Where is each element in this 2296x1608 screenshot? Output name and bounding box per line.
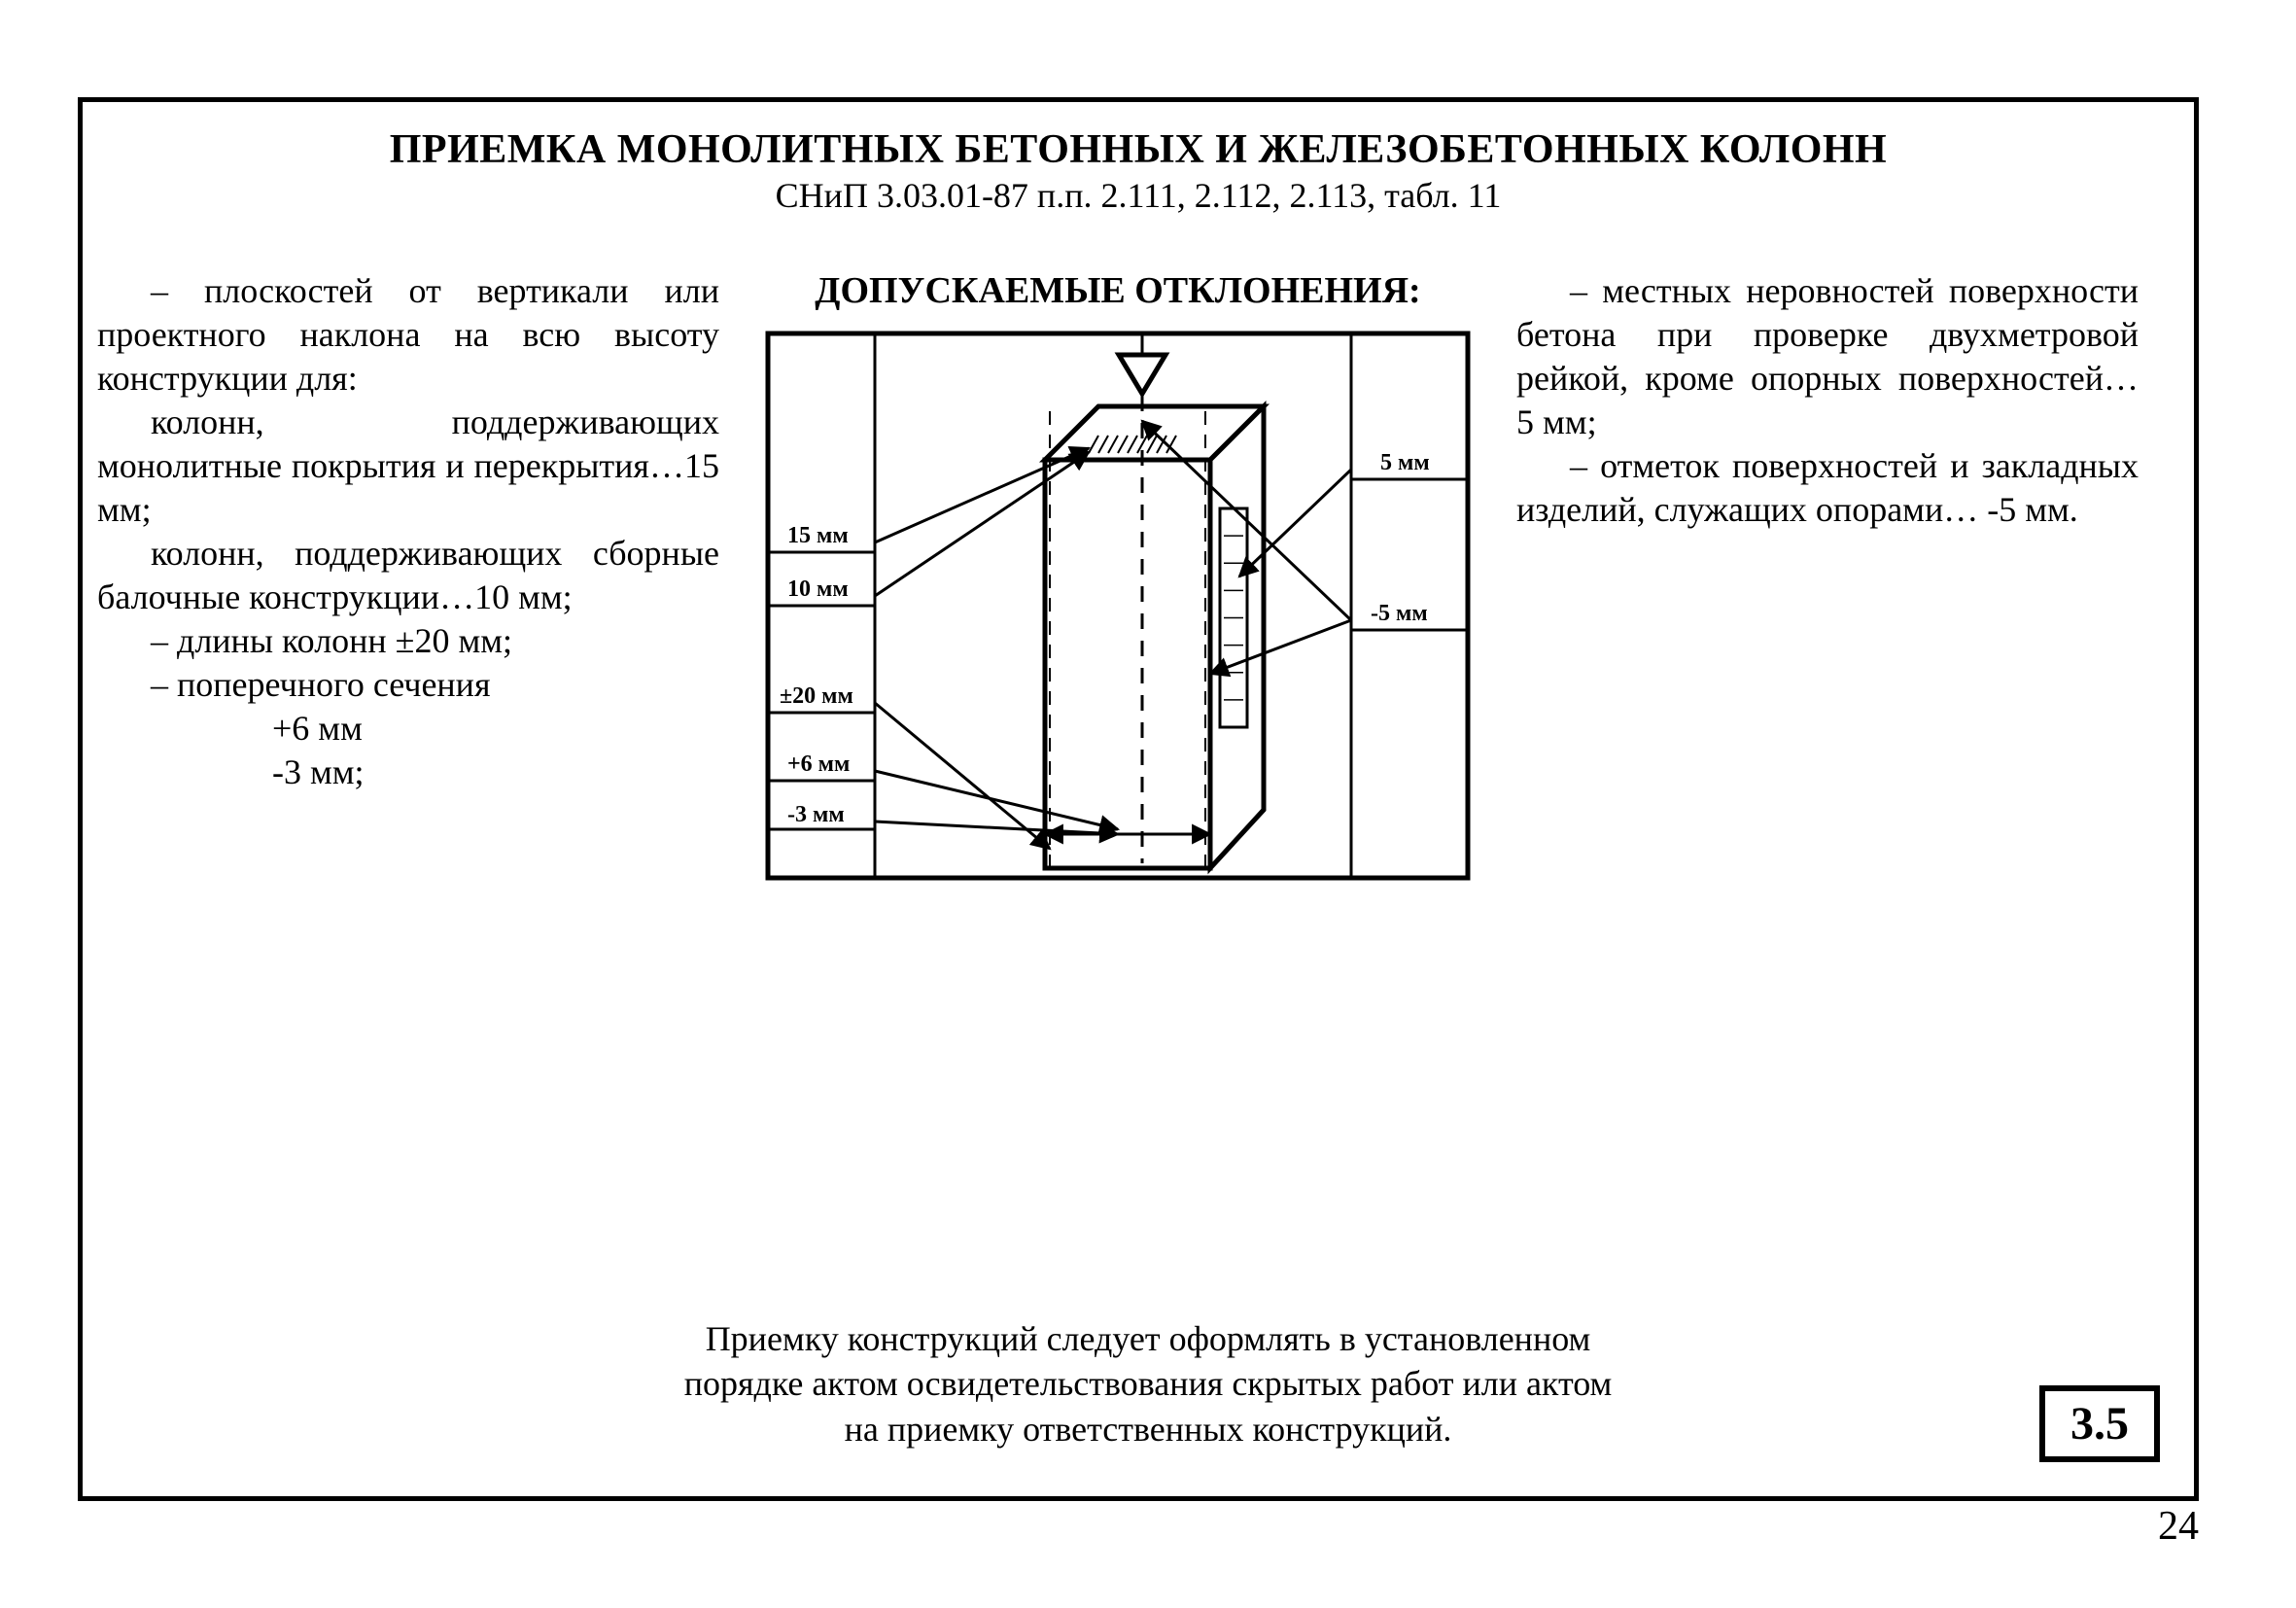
svg-text:±20 мм: ±20 мм — [780, 683, 853, 709]
right-p1: – местных неровностей поверхности бетона… — [1516, 269, 2139, 444]
page-subtitle: СНиП 3.03.01-87 п.п. 2.111, 2.112, 2.113… — [97, 175, 2179, 216]
footer-note: Приемку конструкций следует оформлять в … — [0, 1316, 2296, 1452]
left-p3: колонн, поддерживающих сборные балочные … — [97, 532, 719, 619]
footer-l3: на приемку ответственных конструкций. — [845, 1410, 1452, 1449]
left-p2: колонн, поддерживающих монолитные покрыт… — [97, 401, 719, 532]
left-p6: +6 мм — [97, 707, 719, 751]
left-p1: – плоскостей от вертикали или проектного… — [97, 269, 719, 401]
left-column: – плоскостей от вертикали или проектного… — [97, 269, 719, 794]
svg-text:5 мм: 5 мм — [1380, 450, 1430, 475]
left-p4: – длины колонн ±20 мм; — [97, 619, 719, 663]
section-badge: 3.5 — [2039, 1385, 2160, 1462]
footer-l1: Приемку конструкций следует оформлять в … — [706, 1319, 1591, 1358]
section-heading: ДОПУСКАЕМЫЕ ОТКЛОНЕНИЯ: — [758, 269, 1478, 312]
svg-text:10 мм: 10 мм — [787, 577, 849, 602]
right-p2: – отметок поверхностей и закладных издел… — [1516, 444, 2139, 532]
svg-text:-5 мм: -5 мм — [1371, 601, 1428, 626]
svg-text:-3 мм: -3 мм — [787, 802, 845, 827]
footer-l2: порядке актом освидетельствования скрыты… — [684, 1364, 1613, 1403]
svg-text:15 мм: 15 мм — [787, 523, 849, 548]
page-number: 24 — [2158, 1503, 2199, 1550]
right-column: – местных неровностей поверхности бетона… — [1516, 269, 2139, 532]
left-p7: -3 мм; — [97, 751, 719, 794]
svg-text:+6 мм: +6 мм — [787, 752, 850, 777]
center-column: ДОПУСКАЕМЫЕ ОТКЛОНЕНИЯ: 15 мм 10 мм ±20 мм… — [758, 269, 1478, 888]
left-p5: – поперечного сечения — [97, 663, 719, 707]
column-diagram: 15 мм 10 мм ±20 мм +6 мм -3 мм 5 мм -5 мм — [758, 324, 1478, 888]
page-title: ПРИЕМКА МОНОЛИТНЫХ БЕТОННЫХ И ЖЕЛЕЗОБЕТО… — [97, 126, 2179, 173]
columns: – плоскостей от вертикали или проектного… — [97, 269, 2179, 888]
